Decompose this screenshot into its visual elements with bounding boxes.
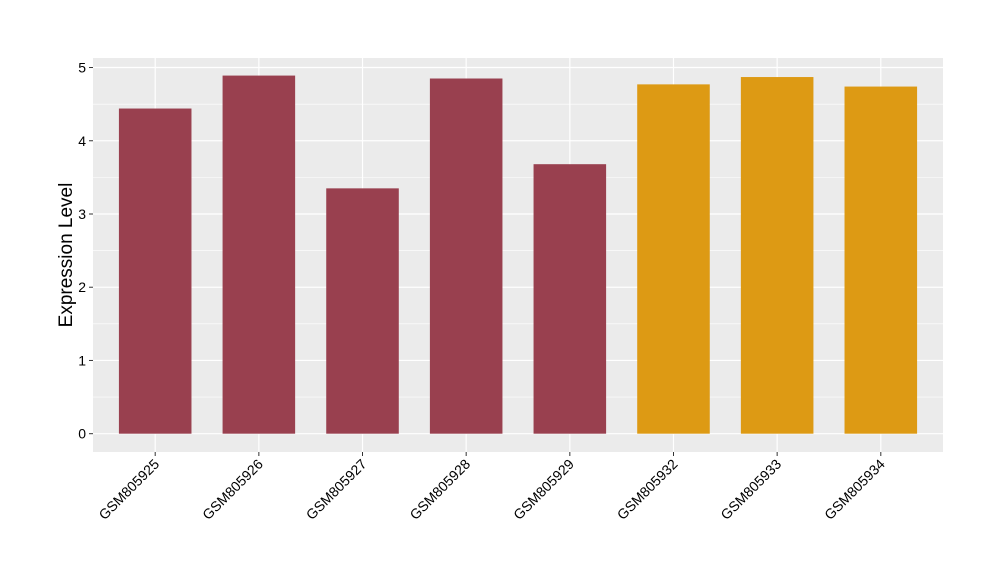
x-tick-label: GSM805928 — [406, 456, 473, 523]
x-tick-label: GSM805925 — [95, 456, 162, 523]
plot-panel — [93, 58, 943, 452]
x-tick-label: GSM805934 — [821, 456, 888, 523]
x-tick-label: GSM805933 — [717, 456, 784, 523]
y-tick-label: 1 — [78, 352, 86, 368]
y-tick-label: 2 — [78, 279, 86, 295]
x-tick-label: GSM805929 — [510, 456, 577, 523]
bar-GSM805927 — [326, 188, 399, 434]
bar-GSM805928 — [429, 78, 503, 434]
bars — [118, 75, 918, 434]
bar-GSM805934 — [844, 86, 918, 434]
x-tick-label: GSM805926 — [199, 456, 266, 523]
x-tick-label: GSM805927 — [303, 456, 370, 523]
y-axis-title: Expression Level — [56, 183, 77, 328]
x-tick-label: GSM805932 — [614, 456, 681, 523]
y-tick-label: 5 — [78, 60, 86, 76]
y-tick-label: 4 — [78, 133, 86, 149]
bar-GSM805925 — [118, 108, 192, 434]
bar-GSM805926 — [222, 75, 296, 434]
y-tick-label: 3 — [78, 206, 86, 222]
bar-GSM805929 — [533, 164, 607, 434]
bar-GSM805932 — [637, 84, 710, 434]
x-axis: GSM805925 GSM805926 GSM805927 GSM805928 GSM8… — [95, 452, 888, 523]
bar-GSM805933 — [740, 77, 814, 434]
y-axis: 0 1 2 3 4 5 — [78, 60, 93, 442]
y-tick-label: 0 — [78, 426, 86, 442]
